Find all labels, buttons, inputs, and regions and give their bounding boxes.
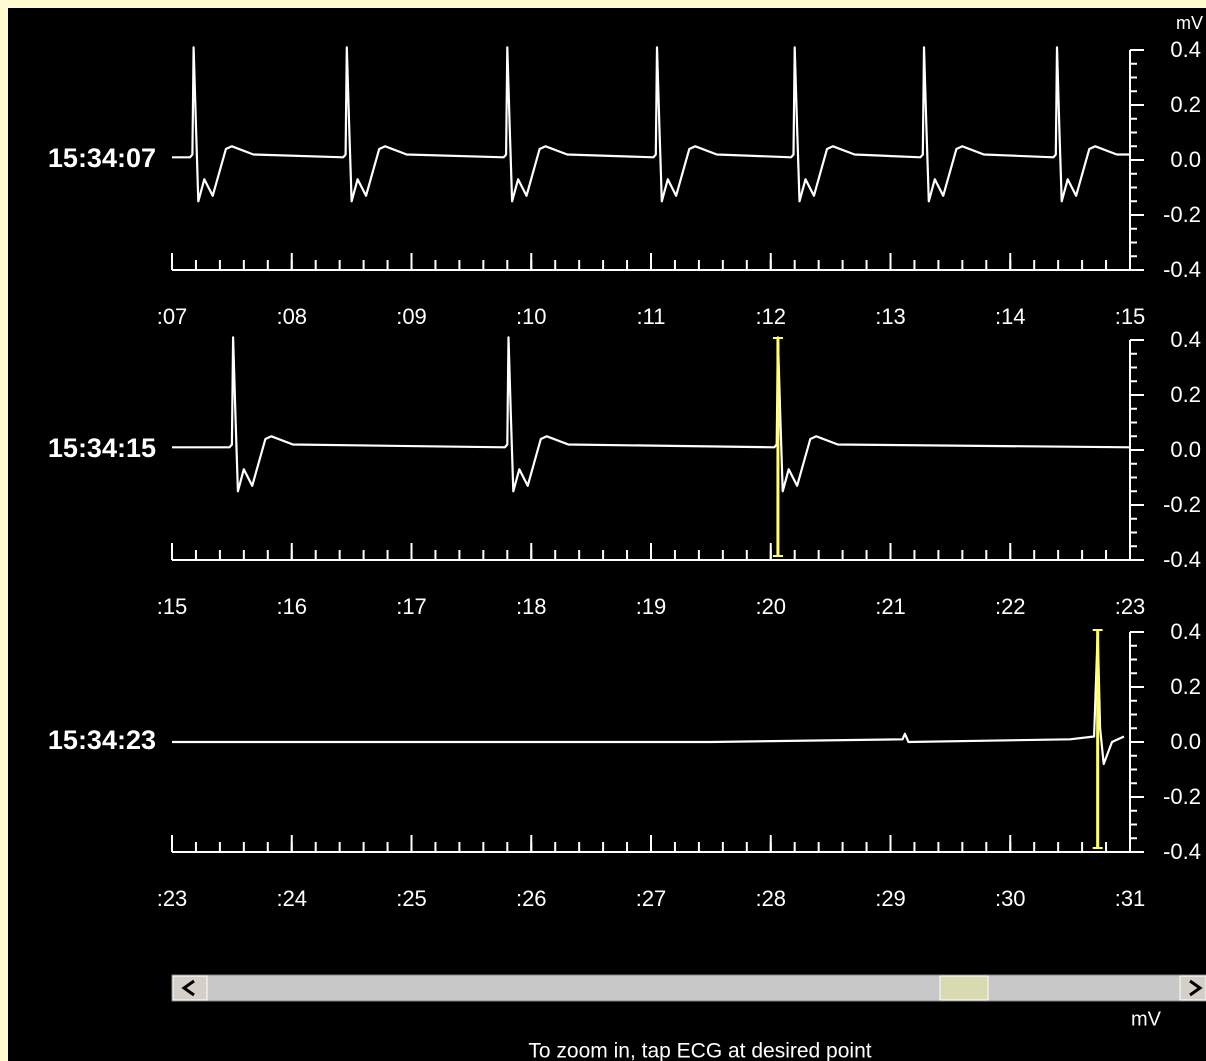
scroll-track[interactable] [171,974,1206,1002]
scrollbar[interactable] [171,974,1206,1002]
x-tick-label: :18 [516,594,547,619]
x-tick-label: :23 [1115,594,1146,619]
y-tick-label: 0.4 [1170,327,1201,352]
x-tick-label: :19 [636,594,667,619]
y-tick-label: -0.2 [1163,784,1201,809]
hint-text: To zoom in, tap ECG at desired point [528,1040,871,1061]
y-tick-label: 0.2 [1170,674,1201,699]
y-tick-label: 0.4 [1170,37,1201,62]
y-tick-label: 0.2 [1170,92,1201,117]
x-tick-label: :26 [516,886,547,911]
ecg-trace [172,336,1131,493]
x-tick-label: :22 [995,594,1026,619]
ecg-trace [172,630,1125,766]
y-tick-label: -0.4 [1163,839,1201,864]
x-tick-label: :20 [755,594,786,619]
scroll-left-arrow [181,979,195,997]
x-tick-label: :27 [636,886,667,911]
scroll-left-button[interactable] [172,975,208,1001]
x-tick-label: :08 [276,304,307,329]
scroll-right-arrow [1189,979,1203,997]
ecg-panel [8,8,1206,1061]
x-tick-label: :15 [1115,304,1146,329]
y-tick-label: 0.4 [1170,619,1201,644]
x-tick-label: :16 [276,594,307,619]
scroll-thumb[interactable] [939,975,989,1001]
x-tick-label: :23 [157,886,188,911]
row-time-label: 15:34:23 [48,725,156,755]
x-tick-label: :17 [396,594,427,619]
row-time-label: 15:34:07 [48,143,156,173]
x-tick-label: :21 [875,594,906,619]
x-tick-label: :29 [875,886,906,911]
row-time-label: 15:34:15 [48,433,156,463]
y-tick-label: 0.0 [1170,437,1201,462]
y-tick-label: -0.2 [1163,492,1201,517]
x-tick-label: :28 [755,886,786,911]
x-tick-label: :12 [755,304,786,329]
x-tick-label: :10 [516,304,547,329]
x-tick-label: :07 [157,304,188,329]
x-tick-label: :24 [276,886,307,911]
x-tick-label: :25 [396,886,427,911]
y-tick-label: -0.4 [1163,547,1201,572]
x-tick-label: :31 [1115,886,1146,911]
x-tick-label: :09 [396,304,427,329]
ecg-trace [172,46,1130,203]
y-tick-label: 0.0 [1170,729,1201,754]
x-tick-label: :11 [637,304,666,329]
y-tick-label: 0.0 [1170,147,1201,172]
y-tick-label: -0.2 [1163,202,1201,227]
y-unit: mV [1176,13,1203,33]
x-tick-label: :13 [875,304,906,329]
x-tick-label: :30 [995,886,1026,911]
x-tick-label: :15 [157,594,188,619]
y-tick-label: -0.4 [1163,257,1201,282]
x-tick-label: :14 [995,304,1026,329]
y-tick-label: 0.2 [1170,382,1201,407]
y-unit: mV [1131,1008,1162,1030]
